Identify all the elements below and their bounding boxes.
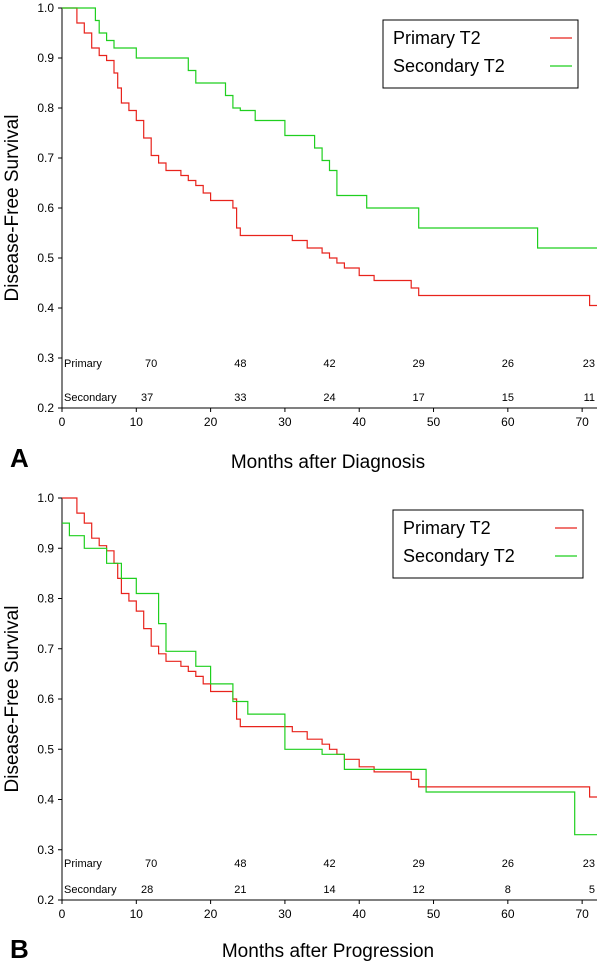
risk-count: 15 (502, 392, 514, 404)
y-tick-label: 0.2 (37, 401, 54, 415)
risk-count: 11 (584, 392, 595, 404)
x-tick-label: 0 (59, 415, 66, 429)
y-tick-label: 0.6 (37, 201, 54, 215)
risk-count: 48 (234, 358, 246, 370)
risk-count: 23 (583, 858, 595, 870)
risk-count: 23 (583, 358, 595, 370)
y-tick-label: 0.3 (37, 351, 54, 365)
y-tick-label: 0.4 (37, 793, 54, 807)
y-tick-label: 0.5 (37, 742, 54, 756)
risk-count: 48 (234, 858, 246, 870)
x-tick-label: 70 (575, 415, 589, 429)
risk-count: 29 (413, 358, 425, 370)
y-tick-label: 0.8 (37, 101, 54, 115)
x-tick-label: 60 (501, 415, 515, 429)
x-tick-label: 40 (353, 415, 367, 429)
series-primary-curve (62, 7, 597, 307)
y-tick-label: 1.0 (37, 491, 54, 505)
x-tick-label: 10 (130, 415, 144, 429)
risk-count: 33 (234, 392, 246, 404)
legend-box (382, 19, 579, 89)
x-axis-title: Months after Diagnosis (231, 452, 425, 473)
series-secondary-curve (62, 7, 597, 249)
risk-count: 12 (413, 884, 425, 896)
risk-count: 8 (505, 884, 511, 896)
risk-row-label: Secondary (64, 392, 117, 404)
x-tick-label: 50 (427, 415, 441, 429)
legend-box (392, 509, 584, 579)
legend-label: Primary T2 (393, 28, 481, 48)
panel-a: 0.2 0.3 0.4 0.5 0.6 0.7 0.8 0.9 1.0 0 10 20 30 40 50 60… (2, 1, 597, 473)
x-tick-label: 10 (130, 907, 144, 921)
y-axis-title: Disease-Free Survival (2, 606, 23, 793)
legend: Primary T2 Secondary T2 (392, 509, 584, 579)
legend-label: Primary T2 (403, 518, 491, 538)
risk-count: 14 (323, 884, 335, 896)
risk-count: 26 (502, 858, 514, 870)
x-tick-label: 70 (575, 907, 589, 921)
x-tick-label: 30 (278, 415, 292, 429)
risk-count: 5 (589, 884, 595, 896)
series-primary-curve (62, 497, 597, 798)
risk-count: 28 (141, 884, 153, 896)
risk-count: 29 (413, 858, 425, 870)
risk-count: 37 (141, 392, 153, 404)
y-tick-label: 0.5 (37, 251, 54, 265)
y-tick-label: 0.4 (37, 301, 54, 315)
risk-count: 70 (145, 858, 157, 870)
risk-row-label: Primary (64, 858, 102, 870)
x-tick-label: 20 (204, 415, 218, 429)
x-tick-label: 60 (501, 907, 515, 921)
x-tick-label: 50 (427, 907, 441, 921)
panel-letter: B (10, 934, 29, 964)
legend-label: Secondary T2 (393, 56, 505, 76)
x-axis-title: Months after Progression (222, 941, 434, 962)
y-tick-label: 0.7 (37, 151, 54, 165)
risk-count: 42 (323, 858, 335, 870)
risk-row-label: Secondary (64, 884, 117, 896)
y-tick-label: 0.6 (37, 692, 54, 706)
y-axis-title: Disease-Free Survival (2, 115, 23, 302)
x-tick-label: 30 (278, 907, 292, 921)
panel-letter: A (10, 443, 29, 473)
legend-label: Secondary T2 (403, 546, 515, 566)
legend: Primary T2 Secondary T2 (382, 19, 579, 89)
risk-count: 70 (145, 358, 157, 370)
risk-count: 21 (234, 884, 246, 896)
y-tick-label: 1.0 (37, 1, 54, 15)
risk-row-label: Primary (64, 358, 102, 370)
y-tick-label: 0.9 (37, 541, 54, 555)
series-secondary-curve (62, 522, 597, 836)
panel-b: 0.2 0.3 0.4 0.5 0.6 0.7 0.8 0.9 1.0 0 10 20 30 40 50 60… (2, 491, 597, 964)
x-tick-label: 20 (204, 907, 218, 921)
y-tick-label: 0.3 (37, 843, 54, 857)
x-tick-label: 40 (353, 907, 367, 921)
risk-count: 17 (413, 392, 425, 404)
y-tick-label: 0.2 (37, 893, 54, 907)
risk-count: 26 (502, 358, 514, 370)
x-tick-label: 0 (59, 907, 66, 921)
risk-count: 24 (323, 392, 335, 404)
risk-count: 42 (323, 358, 335, 370)
y-tick-label: 0.9 (37, 51, 54, 65)
y-tick-label: 0.8 (37, 592, 54, 606)
y-tick-label: 0.7 (37, 642, 54, 656)
